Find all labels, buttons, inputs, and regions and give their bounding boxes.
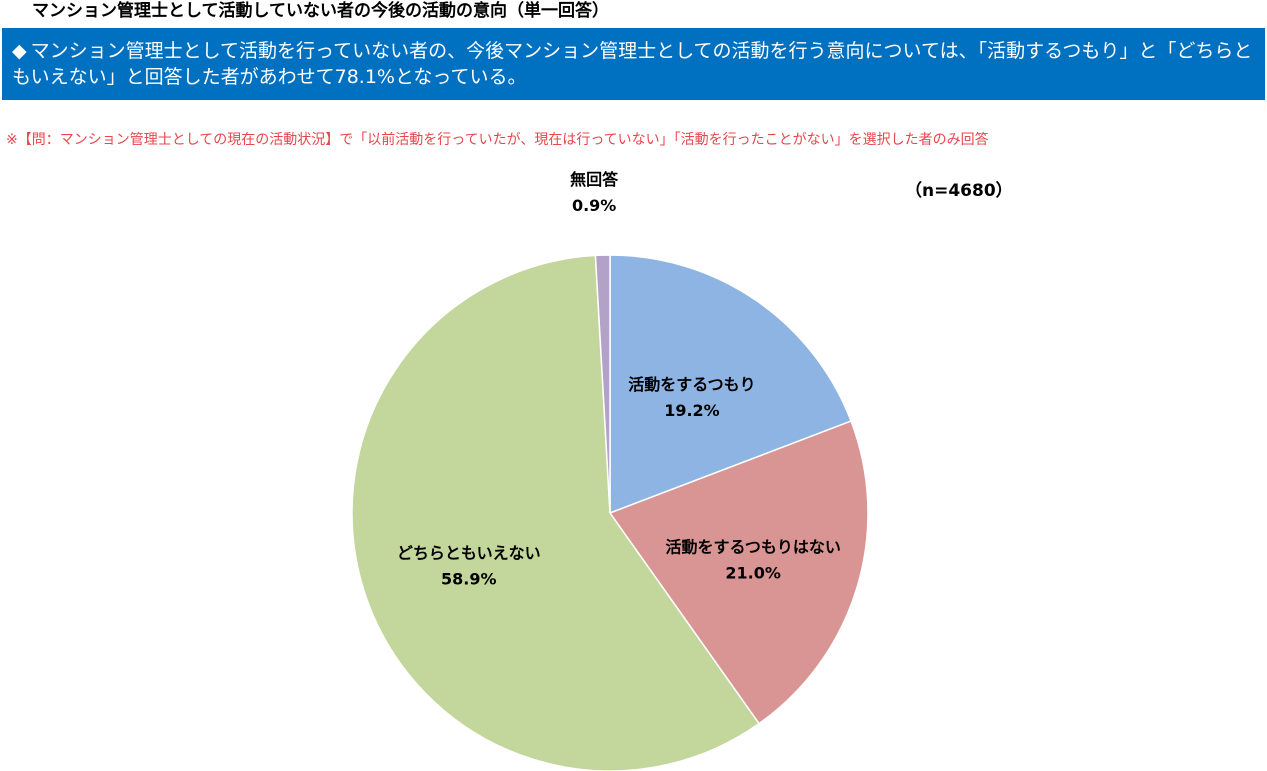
pie-slice [351,254,761,771]
slice-value-label: 0.9% [572,196,616,215]
sample-size: （n=4680） [905,181,1013,201]
summary-box: ◆ マンション管理士として活動を行っていない者の、今後マンション管理士としての活動… [2,28,1265,100]
slice-label: 活動をするつもり [628,375,755,394]
pie-slice [608,420,869,725]
slice-label: どちらともいえない [397,543,541,562]
slice-value-label: 21.0% [725,564,781,583]
slice-label: 活動をするつもりはない [665,538,840,557]
slice-value-label: 58.9% [441,569,497,588]
summary-text: マンション管理士として活動を行っていない者の、今後マンション管理士としての活動を… [12,40,1253,88]
survey-note: ※【問：マンション管理士としての現在の活動状況】で「以前活動を行っていたが、現在… [6,132,989,148]
slice-value-label: 19.2% [664,401,720,420]
pie-slice [609,254,853,515]
pie-slice [594,254,611,514]
slice-label: 無回答 [570,170,619,189]
page-title: マンション管理士として活動していない者の今後の活動の意向（単一回答） [32,1,609,21]
diamond-bullet-icon: ◆ [12,40,27,62]
